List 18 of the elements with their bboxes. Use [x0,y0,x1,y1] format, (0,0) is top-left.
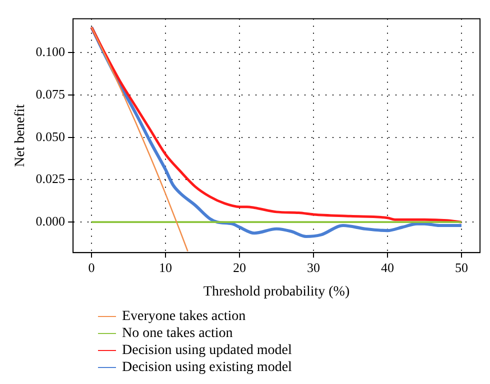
line-series [90,26,188,252]
legend-label: Everyone takes action [122,308,246,325]
legend-label: Decision using updated model [122,342,292,359]
y-axis-title: Net benefit [13,104,28,167]
x-tick-label: 10 [159,260,172,275]
x-tick-label: 30 [307,260,320,275]
legend-label: Decision using existing model [122,359,292,376]
legend-label: No one takes action [122,325,233,342]
x-tick-label: 40 [381,260,394,275]
y-tick-label: 0.000 [36,214,66,229]
y-tick-label: 0.050 [36,128,66,144]
x-tick-label: 50 [455,260,468,275]
x-axis-title: Threshold probability (%) [203,284,350,300]
y-tick-label: 0.075 [36,86,66,102]
x-tick-label: 20 [233,260,246,275]
y-tick-label: 0.100 [36,44,66,60]
x-tick-label: 0 [88,260,95,275]
y-tick-label: 0.025 [36,171,66,186]
